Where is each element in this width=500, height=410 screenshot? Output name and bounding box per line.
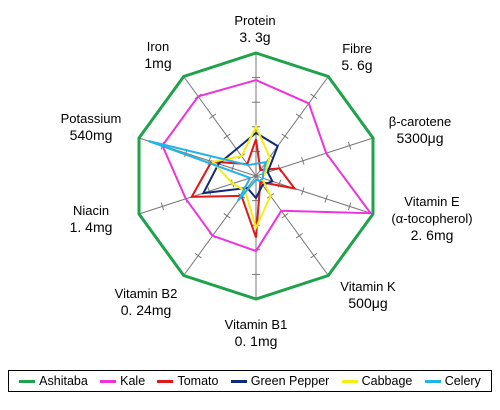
axis-label-0: Protein 3. 3g [218, 12, 292, 46]
axis-label-4: Vitamin K 500μg [328, 278, 408, 312]
axis-tick [207, 187, 211, 196]
axis-name: Vitamin E (α-tocopherol) [391, 194, 473, 226]
axis-max: 0. 24mg [120, 302, 172, 318]
axis-max: 500μg [348, 295, 388, 311]
legend-item: Tomato [157, 374, 218, 388]
axis-spoke [183, 76, 257, 177]
axis-max: 3. 3g [239, 29, 271, 45]
axis-tick [223, 213, 231, 219]
axis-name: Potassium [60, 111, 122, 126]
axis-spoke [138, 175, 257, 215]
axis-tick [160, 202, 165, 211]
series-line [137, 51, 375, 301]
legend-label: Cabbage [361, 374, 413, 388]
axis-label-1: Fibre 5. 6g [325, 40, 389, 74]
series-line [148, 140, 268, 202]
axis-label-6: Vitamin B2 0. 24mg [106, 285, 186, 319]
legend-swatch [341, 379, 358, 383]
legend-label: Celery [444, 374, 481, 388]
axis-spoke [255, 175, 329, 276]
legend-label: Kale [120, 374, 146, 388]
axis-label-9: Iron 1mg [126, 38, 190, 72]
legend-item: Ashitaba [19, 374, 88, 388]
legend-label: Green Pepper [250, 374, 330, 388]
legend-label: Ashitaba [39, 374, 88, 388]
axis-name: Fibre [342, 41, 372, 56]
chart-legend: Ashitaba Kale Tomato Green Pepper Cabbag… [8, 370, 492, 392]
axis-tick [295, 113, 303, 120]
axis-tick [347, 141, 352, 150]
legend-swatch [157, 379, 174, 383]
axis-label-8: Potassium 540mg [54, 110, 128, 144]
axis-max: 0. 1mg [234, 333, 278, 349]
legend-label: Tomato [177, 374, 219, 388]
axis-tick [281, 213, 289, 219]
axis-spoke [255, 175, 374, 215]
axis-tick [194, 252, 202, 259]
axis-tick [310, 93, 318, 100]
axis-tick [209, 113, 217, 120]
axis-tick [347, 202, 352, 211]
axis-tick [281, 133, 289, 139]
axis-max: 5. 6g [341, 57, 373, 73]
axis-tick [223, 133, 231, 139]
legend-item: Green Pepper [230, 374, 330, 388]
axis-max: 1mg [144, 55, 172, 71]
axis-label-3: Vitamin E (α-tocopherol) 2. 6mg [377, 193, 487, 244]
series-line [189, 138, 297, 238]
axis-label-7: Niacin 1. 4mg [56, 202, 126, 236]
axis-name: Niacin [72, 203, 110, 218]
axis-name: Protein [234, 13, 276, 28]
legend-item: Kale [100, 374, 145, 388]
axis-tick [310, 252, 318, 259]
axis-max: 540mg [69, 127, 113, 143]
axis-name: β-carotene [388, 114, 452, 129]
legend-swatch [424, 379, 441, 383]
legend-swatch [100, 379, 117, 383]
axis-name: Vitamin K [340, 279, 396, 294]
axis-tick [295, 232, 303, 239]
legend-swatch [19, 379, 36, 383]
legend-item: Celery [424, 374, 481, 388]
series-line [210, 124, 272, 231]
axis-name: Vitamin B1 [224, 317, 288, 332]
axis-max: 2. 6mg [410, 227, 454, 243]
axis-tick [301, 187, 305, 196]
axis-label-5: Vitamin B1 0. 1mg [216, 316, 296, 350]
axis-tick [324, 194, 328, 203]
legend-swatch [230, 379, 247, 383]
axis-label-2: β-carotene 5300μg [377, 113, 463, 147]
axis-max: 1. 4mg [69, 219, 113, 235]
legend-item: Cabbage [341, 374, 413, 388]
series-line [161, 79, 373, 253]
axis-tick [301, 156, 305, 165]
axis-name: Vitamin B2 [114, 286, 178, 301]
axis-max: 5300μg [396, 130, 444, 146]
axis-name: Iron [146, 39, 170, 54]
